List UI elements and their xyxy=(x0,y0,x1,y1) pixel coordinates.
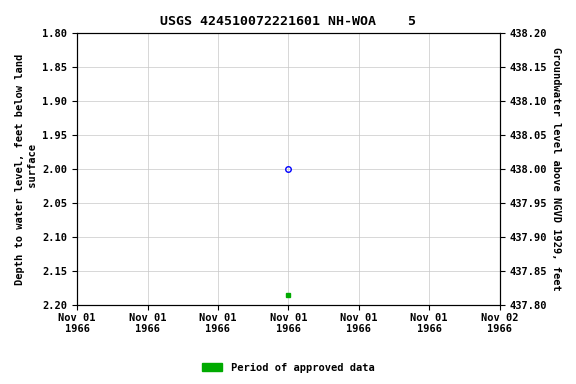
Y-axis label: Groundwater level above NGVD 1929, feet: Groundwater level above NGVD 1929, feet xyxy=(551,47,561,291)
Y-axis label: Depth to water level, feet below land
 surface: Depth to water level, feet below land su… xyxy=(15,54,38,285)
Legend: Period of approved data: Period of approved data xyxy=(198,359,378,377)
Title: USGS 424510072221601 NH-WOA    5: USGS 424510072221601 NH-WOA 5 xyxy=(160,15,416,28)
